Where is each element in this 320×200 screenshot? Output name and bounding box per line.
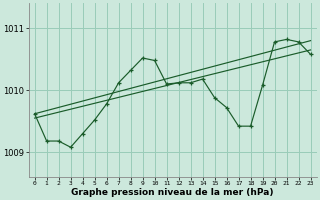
X-axis label: Graphe pression niveau de la mer (hPa): Graphe pression niveau de la mer (hPa) [71,188,274,197]
